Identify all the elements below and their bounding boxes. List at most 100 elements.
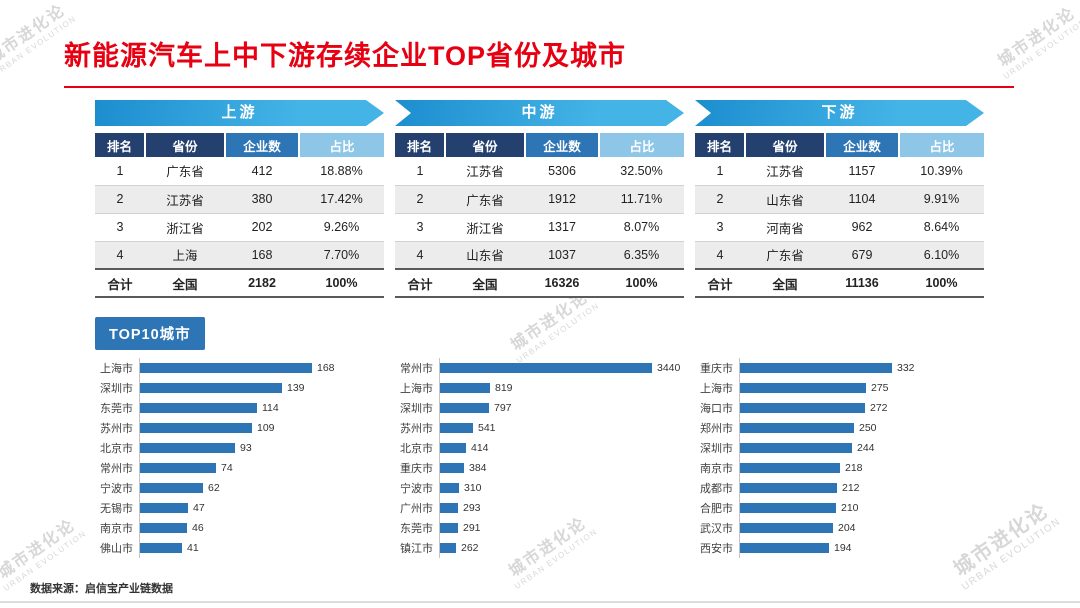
bar-row: 成都市 212 <box>685 478 985 498</box>
bar-row: 南京市 46 <box>85 518 385 538</box>
bar-track: 272 <box>739 398 985 418</box>
bar <box>440 503 458 513</box>
bar-row: 上海市 275 <box>685 378 985 398</box>
bar-value-label: 797 <box>494 402 512 414</box>
bar <box>440 383 490 393</box>
table-row: 4 山东省 1037 6.35% <box>395 241 684 270</box>
bar <box>140 483 203 493</box>
column-header: 企业数 <box>525 133 600 157</box>
table-cell: 9.91% <box>899 185 984 214</box>
bar-category-label: 成都市 <box>700 483 733 495</box>
table-row: 1 江苏省 5306 32.50% <box>395 157 684 186</box>
midstream-table: 排名 省份 企业数 占比 1 江苏省 5306 32.50% 2 广东省 1912 11.71% 3 浙江… <box>395 133 684 298</box>
bar <box>740 443 852 453</box>
table-total-cell: 11136 <box>825 268 899 298</box>
bar-row: 西安市 194 <box>685 538 985 558</box>
table-cell: 1912 <box>525 185 599 214</box>
bar <box>740 423 854 433</box>
bar <box>140 463 216 473</box>
table-header-row: 排名 省份 企业数 占比 <box>695 133 984 157</box>
bar-category-label: 上海市 <box>100 363 133 375</box>
bar-value-label: 204 <box>838 522 856 534</box>
bar-track: 3440 <box>439 358 685 378</box>
bar-category-label: 镇江市 <box>400 543 433 555</box>
bar <box>740 463 840 473</box>
downstream-table: 排名 省份 企业数 占比 1 江苏省 1157 10.39% 2 山东省 1104 9.91% 3 河南省… <box>695 133 984 298</box>
bar-category-label: 广州市 <box>400 503 433 515</box>
bar-row: 上海市 819 <box>385 378 685 398</box>
bar-row: 苏州市 541 <box>385 418 685 438</box>
bar-value-label: 291 <box>463 522 481 534</box>
table-total-cell: 100% <box>599 268 684 298</box>
bar-row: 深圳市 139 <box>85 378 385 398</box>
bar-value-label: 93 <box>240 442 252 454</box>
bar-value-label: 168 <box>317 362 335 374</box>
bar-track: 244 <box>739 438 985 458</box>
bar-track: 797 <box>439 398 685 418</box>
table-cell: 江苏省 <box>445 157 525 186</box>
column-header: 占比 <box>899 133 984 157</box>
bar-track: 62 <box>139 478 385 498</box>
bar-track: 332 <box>739 358 985 378</box>
bar-category-label: 重庆市 <box>700 363 733 375</box>
bar-row: 广州市 293 <box>385 498 685 518</box>
table-cell: 7.70% <box>299 241 384 270</box>
column-header: 占比 <box>299 133 384 157</box>
top10-cities-badge: TOP10城市 <box>95 317 205 350</box>
bar-row: 海口市 272 <box>685 398 985 418</box>
bar-category-label: 常州市 <box>100 463 133 475</box>
bar-category-label: 东莞市 <box>100 403 133 415</box>
bar-value-label: 41 <box>187 542 199 554</box>
bar-value-label: 3440 <box>657 362 681 374</box>
bar-category-label: 北京市 <box>100 443 133 455</box>
table-total-row: 合计 全国 16326 100% <box>395 268 684 298</box>
table-cell: 3 <box>395 213 445 242</box>
column-header: 省份 <box>745 133 826 157</box>
table-total-cell: 全国 <box>145 268 225 298</box>
bar-category-label: 宁波市 <box>100 483 133 495</box>
table-header-row: 排名 省份 企业数 占比 <box>95 133 384 157</box>
bar-category-label: 深圳市 <box>700 443 733 455</box>
upstream-table: 排名 省份 企业数 占比 1 广东省 412 18.88% 2 江苏省 380 17.42% 3 浙江省 2… <box>95 133 384 298</box>
bar-row: 北京市 414 <box>385 438 685 458</box>
bar-value-label: 310 <box>464 482 482 494</box>
table-cell: 679 <box>825 241 899 270</box>
province-tables: 上游 排名 省份 企业数 占比 1 广东省 412 18.88% 2 江苏省 380 17.42% 3 浙… <box>95 100 984 298</box>
column-header: 企业数 <box>225 133 300 157</box>
table-total-cell: 合计 <box>395 268 445 298</box>
watermark: 城市进化论 URBAN EVOLUTION <box>979 0 1080 90</box>
bar-row: 苏州市 109 <box>85 418 385 438</box>
table-total-cell: 合计 <box>695 268 745 298</box>
bar-track: 210 <box>739 498 985 518</box>
bar-value-label: 272 <box>870 402 888 414</box>
bar-track: 262 <box>439 538 685 558</box>
table-cell: 1157 <box>825 157 899 186</box>
bar <box>140 543 182 553</box>
bar-value-label: 819 <box>495 382 513 394</box>
bar-row: 重庆市 332 <box>685 358 985 378</box>
column-header: 占比 <box>599 133 684 157</box>
bar-row: 无锡市 47 <box>85 498 385 518</box>
bar-value-label: 541 <box>478 422 496 434</box>
downstream-city-chart: 重庆市 332 上海市 275 海口市 272 郑州市 250 深圳市 244 南京市 218 成都市 2… <box>685 358 985 558</box>
table-cell: 山东省 <box>445 241 525 270</box>
table-total-cell: 合计 <box>95 268 145 298</box>
table-cell: 3 <box>695 213 745 242</box>
bar-category-label: 海口市 <box>700 403 733 415</box>
bar-category-label: 深圳市 <box>100 383 133 395</box>
bar-track: 310 <box>439 478 685 498</box>
bar <box>140 363 312 373</box>
table-row: 2 山东省 1104 9.91% <box>695 185 984 214</box>
bar-row: 深圳市 244 <box>685 438 985 458</box>
column-header: 排名 <box>395 133 446 157</box>
bar-category-label: 南京市 <box>100 523 133 535</box>
table-cell: 4 <box>695 241 745 270</box>
table-total-cell: 16326 <box>525 268 599 298</box>
bar-category-label: 上海市 <box>700 383 733 395</box>
bar-category-label: 常州市 <box>400 363 433 375</box>
bar <box>440 463 464 473</box>
bar-category-label: 佛山市 <box>100 543 133 555</box>
bar <box>740 543 829 553</box>
city-bar-charts: 上海市 168 深圳市 139 东莞市 114 苏州市 109 北京市 93 常州市 74 宁波市 62 无… <box>85 358 985 558</box>
bar-track: 46 <box>139 518 385 538</box>
